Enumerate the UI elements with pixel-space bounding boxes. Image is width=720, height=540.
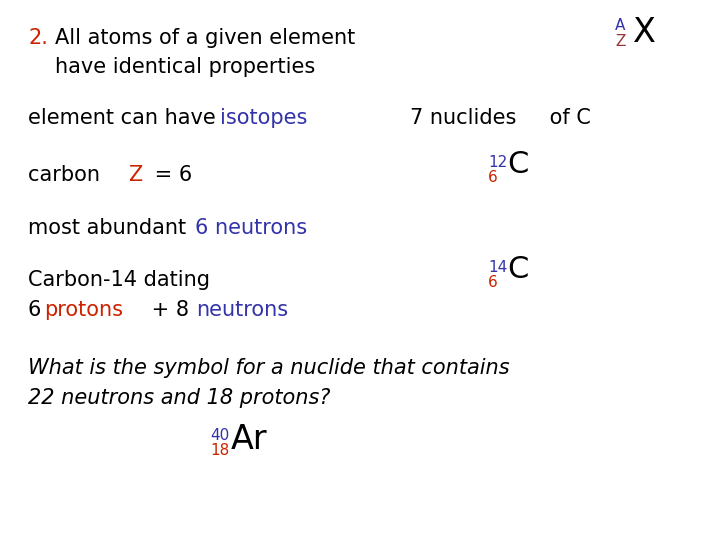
Text: 6 neutrons: 6 neutrons (195, 218, 307, 238)
Text: Z: Z (128, 165, 143, 185)
Text: 6: 6 (488, 170, 498, 185)
Text: Carbon-14 dating: Carbon-14 dating (28, 270, 210, 290)
Text: All atoms of a given element: All atoms of a given element (55, 28, 355, 48)
Text: 40: 40 (210, 428, 229, 443)
Text: X: X (633, 16, 656, 49)
Text: 6: 6 (28, 300, 48, 320)
Text: C: C (507, 255, 528, 284)
Text: A: A (615, 18, 626, 33)
Text: + 8: + 8 (145, 300, 196, 320)
Text: = 6: = 6 (148, 165, 192, 185)
Text: 7 nuclides: 7 nuclides (410, 108, 516, 128)
Text: of C: of C (543, 108, 591, 128)
Text: 2.: 2. (28, 28, 48, 48)
Text: Ar: Ar (231, 423, 268, 456)
Text: protons: protons (44, 300, 123, 320)
Text: Z: Z (615, 34, 626, 49)
Text: 18: 18 (210, 443, 229, 458)
Text: have identical properties: have identical properties (55, 57, 315, 77)
Text: 12: 12 (488, 155, 508, 170)
Text: 6: 6 (488, 275, 498, 290)
Text: carbon: carbon (28, 165, 113, 185)
Text: 22 neutrons and 18 protons?: 22 neutrons and 18 protons? (28, 388, 330, 408)
Text: isotopes: isotopes (220, 108, 307, 128)
Text: 14: 14 (488, 260, 508, 275)
Text: What is the symbol for a nuclide that contains: What is the symbol for a nuclide that co… (28, 358, 510, 378)
Text: most abundant: most abundant (28, 218, 199, 238)
Text: neutrons: neutrons (196, 300, 288, 320)
Text: element can have: element can have (28, 108, 222, 128)
Text: C: C (507, 150, 528, 179)
